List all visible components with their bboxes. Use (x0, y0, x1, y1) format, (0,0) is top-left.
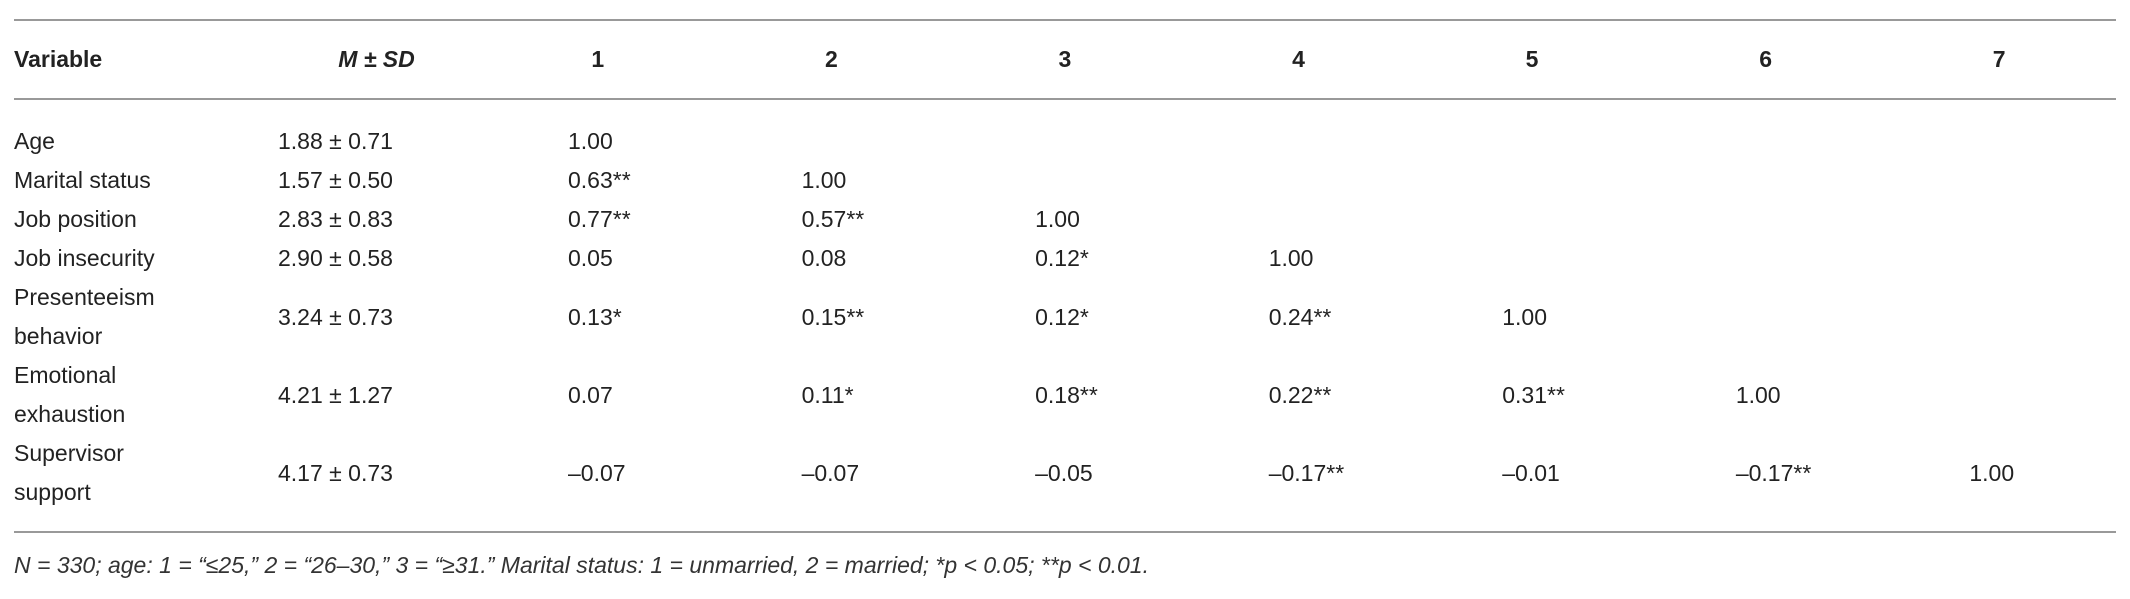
variable-cell: Emotional exhaustion (14, 356, 272, 434)
variable-cell: Supervisor support (14, 434, 272, 532)
value-cell: 0.07 (568, 381, 613, 408)
variable-name: Job insecurity (14, 245, 155, 271)
column-header: Variable (14, 46, 103, 72)
variable-cell: Age (14, 99, 272, 161)
value-cell: 0.63** (568, 167, 631, 193)
value-cell: 1.00 (568, 128, 613, 154)
value-cell: –0.07 (568, 459, 626, 486)
value-cell (1415, 200, 1649, 239)
value-cell (1882, 161, 2116, 200)
value-cell: 1.57 ± 0.50 (278, 167, 393, 193)
variable-cell: Job position (14, 200, 272, 239)
value-cell (1649, 161, 1883, 200)
value-cell: 0.77** (568, 206, 631, 232)
value-cell: 4.17 ± 0.73 (278, 459, 393, 486)
value-cell: 1.00 (1268, 245, 1314, 271)
table-row: Age 1.88 ± 0.71 1.00 (14, 99, 2116, 161)
value-cell (1649, 239, 1883, 278)
value-cell: 0.05 (568, 245, 613, 271)
value-cell: 1.00 (1969, 459, 2015, 486)
value-cell: 1.88 ± 0.71 (278, 128, 393, 154)
table-row: Presenteeism behavior 3.24 ± 0.73 0.13* 0.1… (14, 278, 2116, 356)
value-cell (948, 161, 1182, 200)
value-cell (948, 99, 1182, 161)
table-row: Marital status 1.57 ± 0.50 0.63** 1.00 (14, 161, 2116, 200)
variable-name: Marital status (14, 167, 151, 193)
value-cell: 0.13* (568, 303, 622, 330)
column-header: 3 (1058, 46, 1072, 72)
value-cell: –0.17** (1268, 459, 1345, 486)
variable-cell: Presenteeism behavior (14, 278, 272, 356)
value-cell (1882, 356, 2116, 434)
value-cell: 0.12* (1035, 303, 1089, 330)
value-cell: 1.00 (1735, 381, 1781, 408)
value-cell: 0.22** (1268, 381, 1332, 408)
value-cell: 1.00 (1035, 206, 1080, 232)
variable-name: Age (14, 128, 55, 154)
value-cell: 2.83 ± 0.83 (278, 206, 393, 232)
value-cell (1649, 200, 1883, 239)
value-cell (1182, 200, 1416, 239)
variable-name: Emotional exhaustion (14, 362, 126, 427)
value-cell: 0.08 (801, 245, 847, 271)
value-cell: –0.05 (1035, 459, 1093, 486)
column-header: M ± SD (338, 46, 415, 72)
variable-name: Supervisor support (14, 440, 124, 505)
column-header: 2 (824, 46, 838, 72)
table-row: Supervisor support 4.17 ± 0.73 –0.07 –0.07 –… (14, 434, 2116, 532)
column-header: 1 (591, 46, 605, 72)
value-cell: 3.24 ± 0.73 (278, 303, 393, 330)
footnote: N = 330; age: 1 = “≤25,” 2 = “26–30,” 3 … (14, 552, 1149, 578)
value-cell: 0.15** (801, 303, 865, 330)
value-cell (1882, 200, 2116, 239)
variable-cell: Marital status (14, 161, 272, 200)
variable-name: Presenteeism behavior (14, 284, 155, 349)
correlation-table: Variable M ± SD 1 2 3 4 5 6 7 Age 1.88 ± 0.71 1.00… (14, 19, 2116, 533)
column-header: 6 (1759, 46, 1772, 72)
value-cell: 0.12* (1035, 245, 1089, 271)
value-cell: 0.24** (1268, 303, 1332, 330)
header-row: Variable M ± SD 1 2 3 4 5 6 7 (14, 20, 2116, 99)
table-head: Variable M ± SD 1 2 3 4 5 6 7 (14, 20, 2116, 99)
value-cell (1882, 239, 2116, 278)
value-cell: 1.00 (801, 167, 847, 193)
value-cell: 0.18** (1035, 381, 1098, 408)
table-container: Variable M ± SD 1 2 3 4 5 6 7 Age 1.88 ± 0.71 1.00… (14, 19, 2116, 533)
value-cell: 0.31** (1502, 381, 1565, 408)
table-body: Age 1.88 ± 0.71 1.00 Marital status 1.57 ± 0… (14, 99, 2116, 532)
value-cell (1182, 99, 1416, 161)
value-cell: 4.21 ± 1.27 (278, 381, 393, 408)
column-header: 4 (1292, 46, 1305, 72)
value-cell (1415, 161, 1649, 200)
value-cell (1415, 99, 1649, 161)
value-cell: 2.90 ± 0.58 (278, 245, 393, 271)
value-cell (1415, 239, 1649, 278)
value-cell (715, 99, 949, 161)
value-cell: 0.57** (801, 206, 865, 232)
value-cell (1182, 161, 1416, 200)
table-row: Job position 2.83 ± 0.83 0.77** 0.57** 1.00 (14, 200, 2116, 239)
value-cell (1649, 278, 1883, 356)
value-cell: 1.00 (1502, 303, 1548, 330)
column-header: 5 (1525, 46, 1539, 72)
column-header: 7 (1992, 46, 2006, 72)
value-cell (1882, 99, 2116, 161)
value-cell: –0.07 (801, 459, 860, 486)
value-cell: 0.11* (801, 381, 854, 408)
table-row: Job insecurity 2.90 ± 0.58 0.05 0.08 0.12* 1.… (14, 239, 2116, 278)
value-cell: –0.17** (1735, 459, 1812, 486)
value-cell (1649, 99, 1883, 161)
value-cell: –0.01 (1502, 459, 1560, 486)
variable-cell: Job insecurity (14, 239, 272, 278)
table-row: Emotional exhaustion 4.21 ± 1.27 0.07 0.11*… (14, 356, 2116, 434)
variable-name: Job position (14, 206, 137, 232)
value-cell (1882, 278, 2116, 356)
